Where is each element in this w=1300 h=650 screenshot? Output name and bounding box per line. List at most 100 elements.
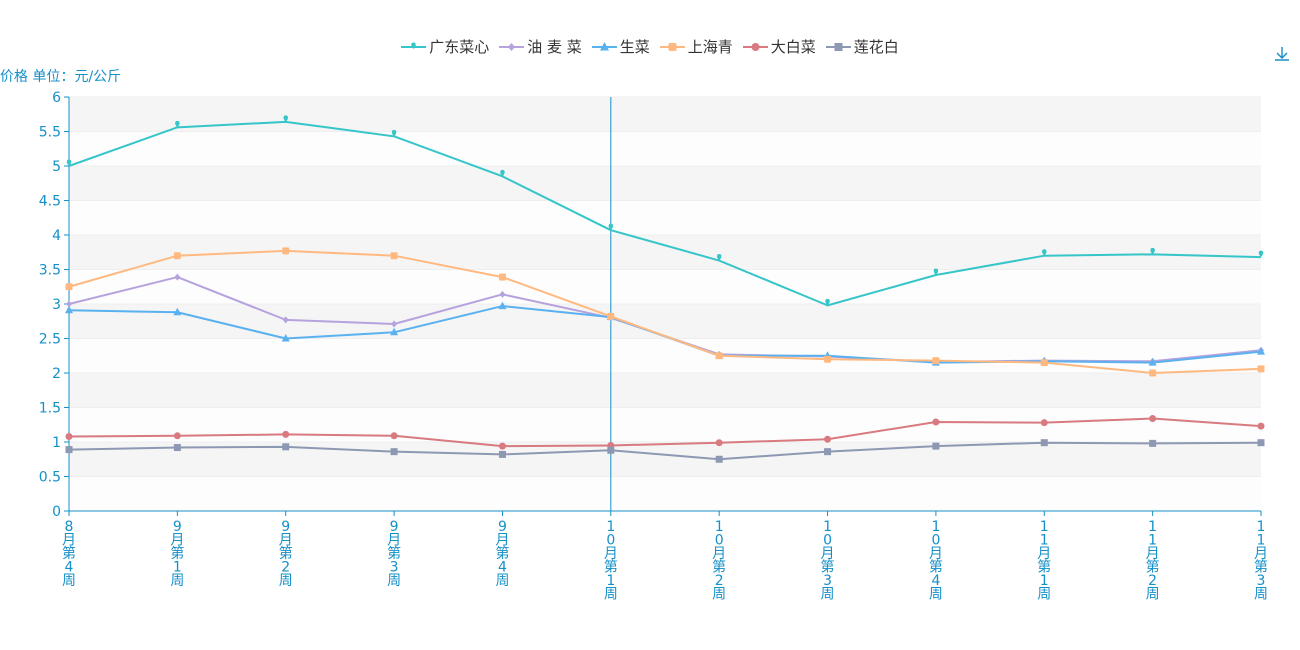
x-tick-label: 9 月第 3 周 (387, 519, 401, 589)
grid-band (69, 131, 1261, 166)
data-point[interactable] (1149, 415, 1157, 423)
data-point[interactable] (1040, 419, 1048, 427)
data-point[interactable] (1257, 439, 1265, 447)
legend-marker[interactable] (599, 41, 609, 51)
data-point[interactable] (390, 252, 398, 260)
data-point[interactable] (66, 159, 72, 167)
legend-item[interactable]: 油 麦 菜 (499, 36, 582, 57)
data-point[interactable] (1148, 358, 1157, 366)
data-point[interactable] (498, 273, 506, 281)
download-icon[interactable] (1272, 44, 1292, 64)
data-point[interactable] (715, 439, 723, 447)
data-point[interactable] (1149, 369, 1157, 377)
data-point[interactable] (390, 432, 398, 440)
x-tick-label: 1 0 月第 2 周 (712, 519, 726, 603)
data-point[interactable] (824, 435, 832, 443)
x-tick-label: 1 0 月第 4 周 (929, 519, 943, 603)
data-point[interactable] (173, 307, 182, 316)
y-axis-name: 价格 单位：元/公斤 (0, 69, 122, 85)
data-point[interactable] (1257, 347, 1265, 355)
legend-item[interactable]: 上海青 (659, 36, 733, 57)
x-tick-label: 1 0 月第 3 周 (821, 519, 835, 603)
data-point[interactable] (1149, 439, 1157, 447)
data-point[interactable] (607, 446, 615, 454)
legend-marker[interactable] (411, 42, 416, 49)
x-tick-label: 1 0 月第 1 周 (604, 519, 618, 603)
data-point[interactable] (498, 301, 507, 310)
data-point[interactable] (824, 355, 832, 363)
legend-label: 大白菜 (770, 38, 816, 56)
legend-marker[interactable] (668, 42, 677, 51)
data-point[interactable] (390, 327, 399, 336)
data-point[interactable] (66, 300, 72, 308)
legend-symbol-icon (591, 41, 617, 51)
legend-symbol-icon (499, 42, 525, 51)
data-point[interactable] (173, 432, 181, 440)
legend-label: 广东菜心 (429, 38, 490, 56)
data-point[interactable] (282, 247, 290, 255)
legend-item[interactable]: 莲花白 (825, 36, 899, 57)
data-point[interactable] (932, 357, 940, 365)
legend-item[interactable]: 广东菜心 (401, 36, 489, 57)
legend-marker[interactable] (834, 42, 843, 51)
legend-item[interactable]: 大白菜 (742, 36, 816, 57)
data-point[interactable] (282, 443, 290, 451)
data-point[interactable] (390, 448, 398, 456)
data-point[interactable] (715, 455, 723, 463)
data-point[interactable] (283, 115, 288, 122)
data-point[interactable] (498, 450, 506, 458)
data-point[interactable] (824, 448, 832, 456)
series-3 (65, 247, 1265, 377)
data-point[interactable] (282, 430, 290, 438)
legend-label: 油 麦 菜 (527, 38, 582, 56)
data-point[interactable] (65, 283, 73, 291)
legend-marker[interactable] (751, 42, 760, 51)
data-point[interactable] (932, 418, 940, 426)
grid-band (69, 269, 1261, 304)
data-point[interactable] (1040, 439, 1048, 447)
data-point[interactable] (65, 305, 73, 314)
data-point[interactable] (1042, 249, 1047, 256)
data-point[interactable] (715, 352, 723, 360)
data-point[interactable] (1257, 422, 1265, 430)
data-point[interactable] (281, 334, 290, 342)
data-point[interactable] (65, 432, 73, 440)
x-tick-label: 1 1 月第 2 周 (1146, 519, 1160, 603)
data-point[interactable] (607, 312, 615, 320)
grid-band (69, 338, 1261, 373)
data-point[interactable] (65, 446, 73, 454)
data-point[interactable] (608, 223, 614, 231)
data-point[interactable] (825, 298, 830, 306)
data-point[interactable] (1257, 365, 1265, 373)
data-point[interactable] (1040, 359, 1048, 367)
data-point[interactable] (391, 129, 397, 137)
data-point[interactable] (498, 442, 506, 450)
data-point[interactable] (173, 444, 181, 452)
legend-label: 上海青 (687, 38, 733, 56)
x-tick-label: 1 1 月第 3 周 (1254, 519, 1268, 603)
x-tick-label: 9 月第 1 周 (170, 519, 184, 589)
data-point[interactable] (282, 316, 289, 324)
series-line (68, 417, 1262, 448)
data-point[interactable] (1258, 250, 1264, 258)
y-tick-label: 2.5 (39, 332, 61, 348)
data-point[interactable] (932, 442, 940, 450)
data-point[interactable] (1150, 247, 1155, 255)
data-point[interactable] (175, 120, 180, 128)
grid-band (69, 97, 1261, 132)
data-point[interactable] (173, 252, 181, 260)
grid-band (69, 407, 1261, 442)
legend-symbol-icon (401, 42, 427, 49)
data-point[interactable] (174, 273, 181, 281)
legend-label: 生菜 (619, 38, 650, 56)
legend-item[interactable]: 生菜 (591, 36, 650, 57)
data-point[interactable] (499, 290, 506, 298)
data-point[interactable] (391, 320, 398, 328)
data-point[interactable] (716, 254, 722, 261)
data-point[interactable] (933, 268, 939, 276)
grid-band (69, 373, 1261, 408)
legend-marker[interactable] (508, 42, 516, 51)
data-point[interactable] (500, 169, 505, 177)
legend-label: 莲花白 (853, 38, 899, 56)
